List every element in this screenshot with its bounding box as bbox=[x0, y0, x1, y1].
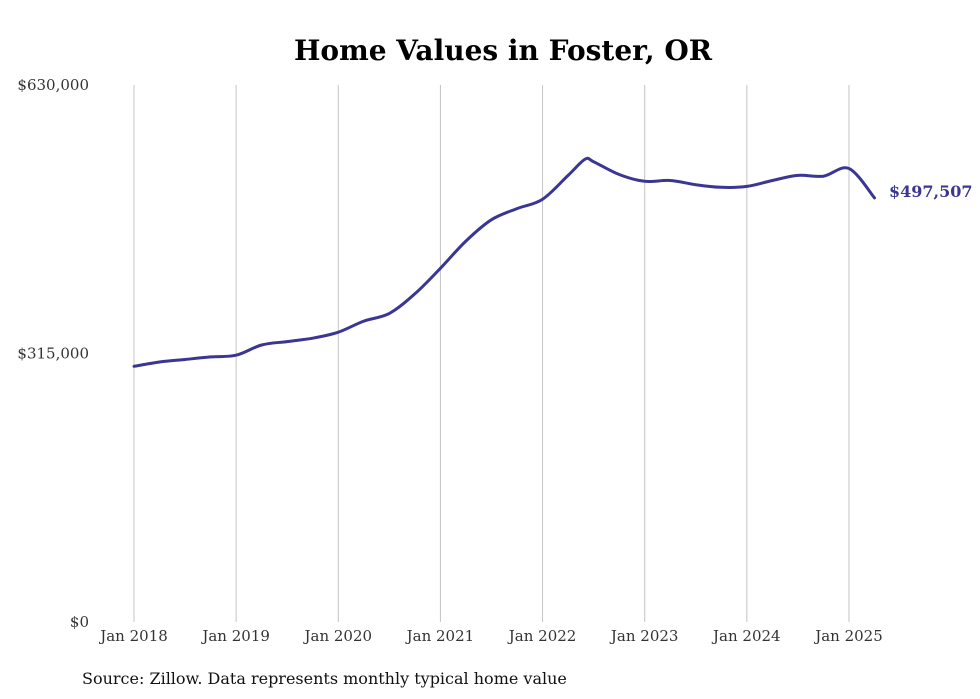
x-tick-label: Jan 2023 bbox=[609, 627, 679, 645]
x-tick-label: Jan 2021 bbox=[405, 627, 475, 645]
y-tick-label: $0 bbox=[70, 613, 89, 631]
chart-title: Home Values in Foster, OR bbox=[294, 34, 713, 67]
x-axis-ticks: Jan 2018 Jan 2019 Jan 2020 Jan 2021 Jan 2022… bbox=[98, 627, 883, 645]
x-tick-label: Jan 2025 bbox=[813, 627, 883, 645]
y-tick-label: $630,000 bbox=[17, 76, 89, 94]
x-tick-label: Jan 2018 bbox=[98, 627, 168, 645]
x-tick-label: Jan 2024 bbox=[711, 627, 781, 645]
home-value-line bbox=[132, 156, 876, 368]
x-tick-label: Jan 2022 bbox=[507, 627, 577, 645]
latest-value-label: $497,507 bbox=[889, 182, 973, 201]
x-tick-label: Jan 2020 bbox=[302, 627, 372, 645]
x-tick-label: Jan 2019 bbox=[200, 627, 270, 645]
source-note: Source: Zillow. Data represents monthly … bbox=[82, 669, 567, 688]
y-axis-ticks: $0 $315,000 $630,000 bbox=[17, 76, 89, 631]
y-tick-label: $315,000 bbox=[17, 345, 89, 363]
vertical-gridlines bbox=[133, 85, 850, 622]
